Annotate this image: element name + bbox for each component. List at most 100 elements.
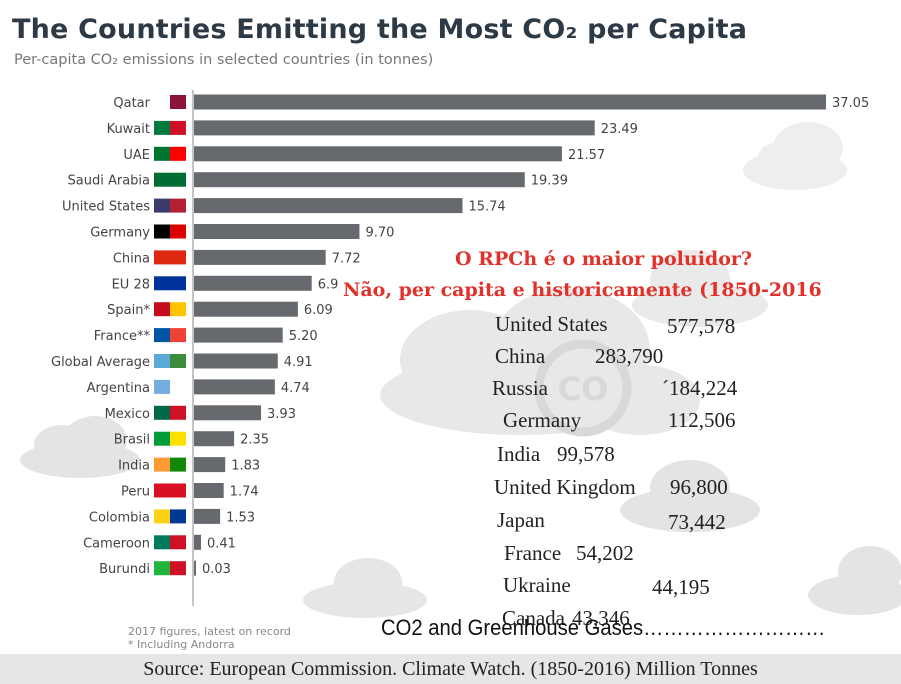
flag-icon-spain: [154, 302, 186, 317]
category-label-mexico: Mexico: [105, 407, 150, 422]
flag-icon-peru: [154, 483, 186, 498]
category-label-qatar: Qatar: [113, 96, 150, 111]
value-label-china: 7.72: [332, 251, 361, 266]
category-label-uae: UAE: [123, 148, 150, 163]
value-label-saudi-arabia: 19.39: [531, 174, 568, 189]
bar-kuwait: [194, 120, 595, 136]
bar-saudi-arabia: [194, 172, 525, 188]
flag-icon-china: [154, 250, 186, 265]
bar-india: [194, 457, 226, 473]
flag-icon-uae: [154, 146, 186, 161]
value-label-global-average: 4.91: [284, 355, 313, 370]
flag-icon-argentina: [154, 379, 186, 394]
bar-mexico: [194, 405, 262, 421]
cloud-icon: [620, 460, 760, 532]
value-label-peru: 1.74: [230, 485, 259, 500]
hist-value: ´184,224: [662, 376, 738, 400]
flag-icon-kuwait: [154, 120, 186, 135]
flag-icon-brasil: [154, 431, 186, 446]
category-label-saudi-arabia: Saudi Arabia: [68, 174, 151, 189]
category-label-burundi: Burundi: [99, 562, 150, 577]
value-label-germany: 9.70: [365, 226, 394, 241]
bar-spain: [194, 301, 298, 317]
flag-icon-france: [154, 328, 186, 343]
flag-icon-colombia: [154, 509, 186, 524]
value-label-argentina: 4.74: [281, 381, 310, 396]
hist-value: 44,195: [652, 575, 710, 599]
bar-cameroon: [194, 534, 201, 550]
bar-colombia: [194, 508, 221, 524]
category-label-brasil: Brasil: [114, 433, 150, 448]
flag-icon-united-states: [154, 198, 186, 213]
value-label-colombia: 1.53: [226, 510, 255, 525]
cloud-icon: [303, 558, 427, 618]
flag-icon-qatar: [154, 95, 186, 109]
overlay-question: O RPCh é o maior poluidor?: [455, 248, 753, 270]
co2-greenhouse-line: CO2 and Greenhouse Gases………………………: [381, 615, 826, 640]
flag-icon-eu-28: [154, 276, 186, 291]
hist-country: Ukraine: [503, 573, 571, 597]
category-label-eu-28: EU 28: [112, 277, 150, 292]
category-label-colombia: Colombia: [89, 510, 150, 525]
flag-icon-india: [154, 457, 186, 472]
value-label-cameroon: 0.41: [207, 536, 236, 551]
hist-country: United States: [495, 312, 608, 336]
value-label-spain: 6.09: [304, 303, 333, 318]
value-label-brasil: 2.35: [240, 433, 269, 448]
hist-country: China: [495, 344, 546, 368]
value-label-qatar: 37.05: [832, 96, 869, 111]
hist-value: 112,506: [668, 408, 736, 432]
hist-value: 577,578: [667, 314, 736, 338]
hist-country: France: [504, 541, 562, 565]
category-label-cameroon: Cameroon: [83, 536, 150, 551]
category-label-china: China: [113, 251, 150, 266]
footnote-figures: 2017 figures, latest on record: [128, 625, 291, 638]
flag-icon-germany: [154, 224, 186, 239]
flag-icon-cameroon: [154, 535, 186, 550]
cloud-icon: [743, 122, 847, 190]
bar-france: [194, 327, 283, 343]
hist-country: Germany: [503, 408, 582, 432]
value-label-uae: 21.57: [568, 148, 605, 163]
hist-country: Japan: [497, 508, 545, 532]
hist-country: United Kingdom: [494, 475, 636, 499]
bar-germany: [194, 224, 360, 239]
value-label-france: 5.20: [289, 329, 318, 344]
value-label-india: 1.83: [231, 459, 260, 474]
chart-title: The Countries Emitting the Most CO₂ per …: [12, 14, 748, 45]
hist-country: Canada: [502, 606, 565, 630]
hist-country: India: [497, 442, 541, 466]
cloud-icon: [632, 250, 768, 327]
value-label-eu-28: 6.9: [318, 277, 339, 292]
hist-value: 283,790: [595, 344, 664, 368]
flag-icon-burundi: [154, 561, 186, 576]
category-label-india: India: [118, 459, 150, 474]
value-label-burundi: 0.03: [202, 562, 231, 577]
category-label-spain: Spain*: [107, 303, 150, 318]
hist-value: 96,800: [670, 475, 728, 499]
hist-value: 54,202: [576, 541, 634, 565]
category-label-france: France**: [94, 329, 151, 344]
bar-qatar: [194, 94, 826, 110]
hist-value: 73,442: [668, 510, 726, 534]
source-note: Source: European Commission. Climate Wat…: [0, 654, 901, 684]
chart-subtitle: Per-capita CO₂ emissions in selected cou…: [14, 52, 434, 68]
flag-icon-saudi-arabia: [154, 172, 186, 187]
footnote-andorra: * Including Andorra: [128, 638, 235, 651]
category-label-global-average: Global Average: [51, 355, 150, 370]
hist-value: 43,346: [572, 606, 630, 630]
bar-global-average: [194, 353, 278, 369]
cloud-icon: [808, 546, 901, 615]
co2-cloud-icon: CO: [534, 339, 632, 437]
category-label-peru: Peru: [121, 485, 150, 500]
flag-icon-global-average: [154, 354, 186, 368]
hist-value: 99,578: [557, 442, 615, 466]
bar-group: Qatar 37.05 Kuwait 23.49 UAE 21.57 Saudi Arabi…: [51, 94, 869, 577]
category-label-united-states: United States: [62, 200, 150, 215]
category-label-kuwait: Kuwait: [107, 122, 150, 137]
bar-united-states: [194, 198, 463, 214]
flag-icon-mexico: [154, 405, 186, 420]
bar-peru: [194, 483, 224, 498]
hist-country: Russia: [492, 376, 549, 400]
